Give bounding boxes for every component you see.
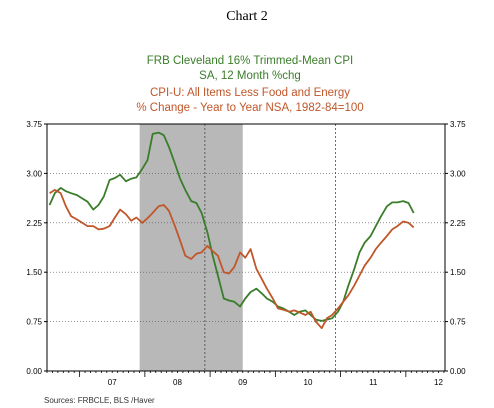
series-line-1	[49, 188, 415, 330]
y-tick-label-right-2: 1.50	[450, 268, 466, 277]
chart-titles: FRB Cleveland 16% Trimmed-Mean CPI SA, 12…	[136, 55, 363, 114]
x-tick-label-2: 09	[238, 378, 247, 387]
series-line-0	[48, 131, 415, 322]
x-tick-label-0: 07	[108, 378, 117, 387]
y-tick-label-right-1: 0.75	[450, 318, 466, 327]
y-tick-label-left-2: 1.50	[26, 268, 42, 277]
x-tick-label-4: 11	[369, 378, 378, 387]
plot-area: 0.00 0.00 0.75 0.75 1.50 1.50 2.25 2.25 3.00 3.00…	[26, 120, 466, 387]
chart-title-line-1: SA, 12 Month %chg	[199, 70, 301, 82]
axis-layer: 0.00 0.00 0.75 0.75 1.50 1.50 2.25 2.25 3.00 3.00…	[26, 120, 466, 387]
y-tick-label-right-5: 3.75	[450, 120, 466, 129]
chart-title-line-3: % Change - Year to Year NSA, 1982-84=100	[136, 102, 363, 114]
y-tick-label-left-0: 0.00	[26, 367, 42, 376]
y-tick-label-left-5: 3.75	[26, 120, 42, 129]
y-tick-label-left-3: 2.25	[26, 219, 42, 228]
y-tick-label-right-0: 0.00	[450, 367, 466, 376]
y-tick-label-right-3: 2.25	[450, 219, 466, 228]
chart-label: Chart 2	[226, 9, 268, 24]
plot-frame	[46, 123, 446, 372]
x-tick-label-3: 10	[304, 378, 313, 387]
x-tick-label-5: 12	[434, 378, 443, 387]
chart-title-line-2: CPI-U: All Items Less Food and Energy	[150, 87, 350, 99]
source-note: Sources: FRBCLE, BLS /Haver	[44, 396, 155, 405]
series-layer	[48, 131, 415, 330]
chart-title-line-0: FRB Cleveland 16% Trimmed-Mean CPI	[147, 55, 353, 67]
y-tick-label-left-1: 0.75	[26, 318, 42, 327]
y-tick-label-right-4: 3.00	[450, 169, 466, 178]
grid-layer	[47, 124, 445, 371]
x-tick-label-1: 08	[173, 378, 182, 387]
recession-shade-layer	[139, 124, 243, 371]
y-tick-label-left-4: 3.00	[26, 169, 42, 178]
recession-shade	[139, 124, 243, 371]
